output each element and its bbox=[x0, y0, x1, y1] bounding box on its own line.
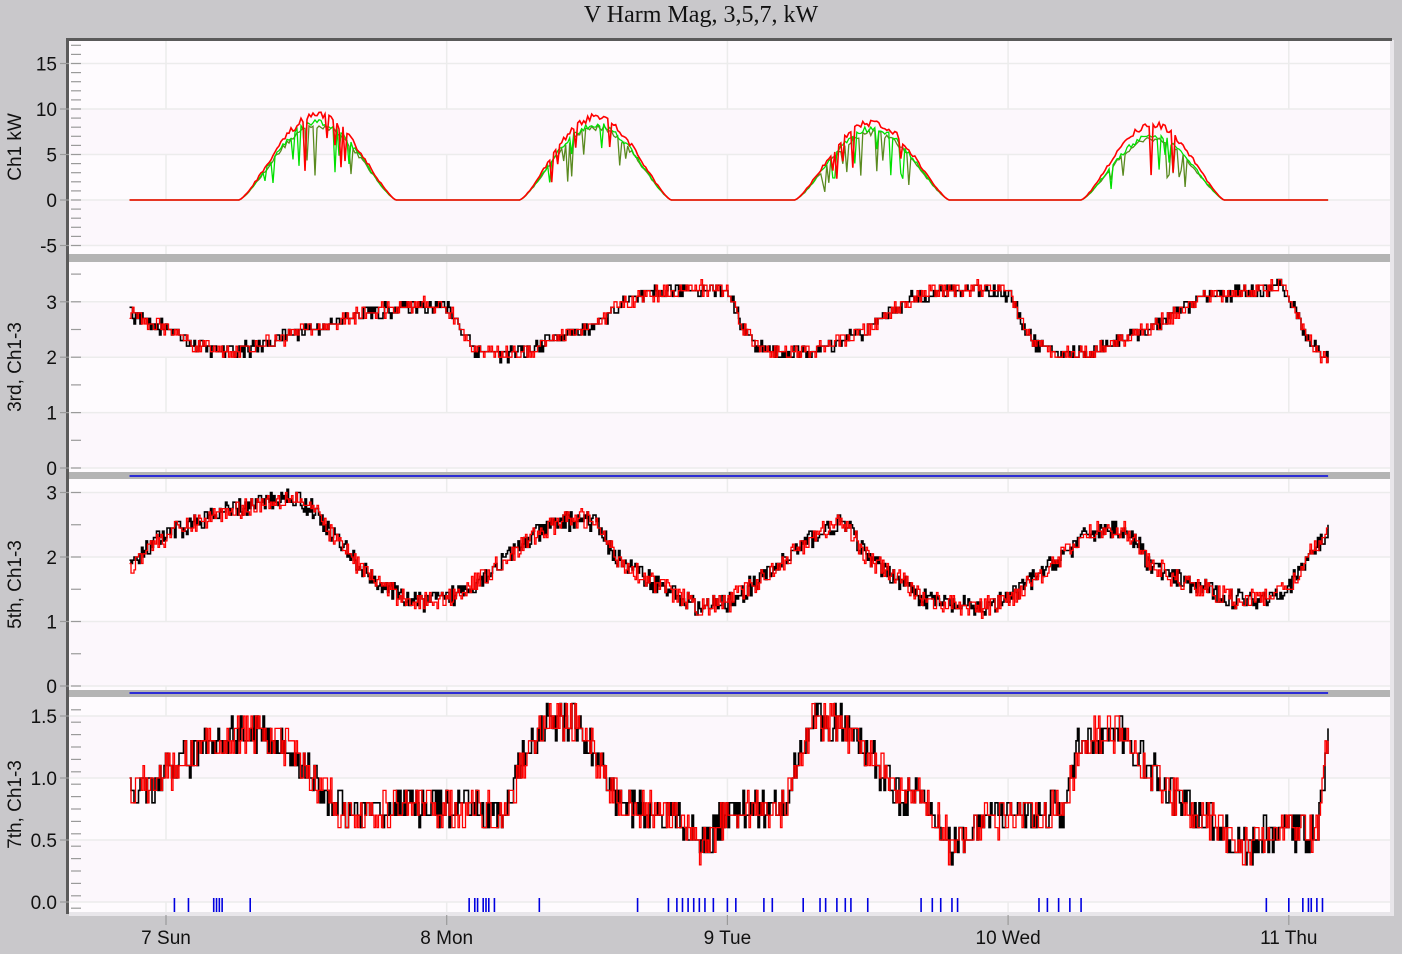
series-line bbox=[129, 111, 1329, 201]
y-tick-label: 0.0 bbox=[31, 893, 57, 914]
x-tick-label: 9 Tue bbox=[704, 928, 752, 949]
x-tick-label: 7 Sun bbox=[141, 928, 191, 949]
y-tick-label: 1 bbox=[46, 613, 57, 634]
y-tick-label: 1.0 bbox=[31, 769, 57, 790]
panel-ch1-kw: -5 0 5 10 15 Ch1 kW bbox=[5, 44, 1390, 258]
panel-divider[interactable] bbox=[69, 254, 1390, 262]
series-line bbox=[129, 278, 1329, 364]
x-tick-label: 11 Thu bbox=[1260, 928, 1317, 949]
y-axis-label: 3rd, Ch1-3 bbox=[5, 322, 26, 412]
y-tick-label: 1.5 bbox=[31, 707, 57, 728]
y-tick-label: 0 bbox=[46, 459, 57, 480]
y-tick-label: 3 bbox=[46, 484, 57, 505]
chart-title: V Harm Mag, 3,5,7, kW bbox=[583, 2, 819, 28]
x-tick-label: 8 Mon bbox=[420, 928, 473, 949]
panel-7th-harmonic: 0.0 0.5 1.0 1.5 7th, Ch1-3 bbox=[5, 702, 1390, 914]
y-tick-label: 15 bbox=[36, 55, 57, 76]
y-tick-label: 0.5 bbox=[31, 831, 57, 852]
panel-5th-harmonic: 0 1 2 3 5th, Ch1-3 bbox=[5, 484, 1390, 698]
y-axis-label: 7th, Ch1-3 bbox=[5, 760, 26, 849]
y-tick-label: 5 bbox=[46, 146, 57, 167]
y-tick-label: -5 bbox=[40, 237, 57, 258]
y-tick-label: 0 bbox=[46, 677, 57, 698]
x-tick-label: 10 Wed bbox=[976, 928, 1041, 949]
y-tick-label: 1 bbox=[46, 404, 57, 425]
y-axis-label: 5th, Ch1-3 bbox=[5, 540, 26, 629]
y-tick-label: 2 bbox=[46, 548, 57, 569]
series-line bbox=[129, 702, 1329, 866]
panel-3rd-harmonic: 0 1 2 3 3rd, Ch1-3 bbox=[5, 273, 1390, 480]
y-tick-label: 2 bbox=[46, 348, 57, 369]
y-tick-label: 3 bbox=[46, 293, 57, 314]
x-axis: 7 Sun 8 Mon 9 Tue 10 Wed 11 Thu bbox=[69, 254, 1390, 949]
series-line bbox=[129, 491, 1328, 619]
y-axis-label: Ch1 kW bbox=[5, 113, 26, 181]
y-tick-label: 0 bbox=[46, 191, 57, 212]
y-tick-label: 10 bbox=[36, 100, 57, 121]
